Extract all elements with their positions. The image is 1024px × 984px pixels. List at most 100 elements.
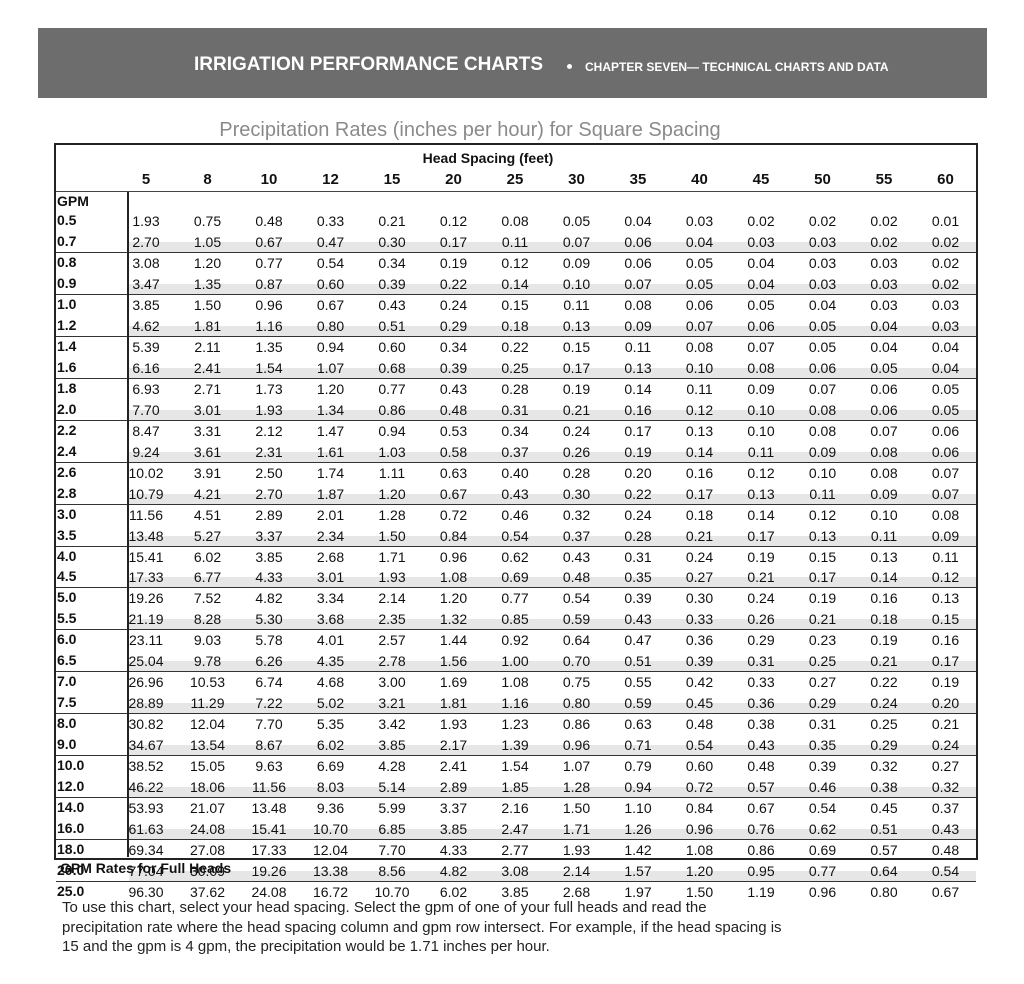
row-stripe	[129, 283, 976, 295]
rate-cell: 0.53	[439, 422, 468, 439]
rate-cell: 3.08	[132, 254, 160, 271]
gpm-label: 6.5	[57, 652, 77, 669]
rate-cell: 0.48	[747, 758, 775, 775]
rate-cell: 0.03	[685, 213, 714, 229]
rate-cell: 0.18	[501, 317, 529, 334]
rate-cell: 0.45	[685, 695, 714, 712]
rate-cell: 2.78	[378, 653, 406, 670]
rate-cell: 0.10	[747, 422, 775, 439]
rate-cell: 34.67	[128, 737, 164, 754]
rate-cell: 0.08	[808, 422, 837, 439]
rate-cell: 3.85	[501, 884, 529, 901]
rate-cell: 0.04	[931, 338, 960, 355]
gpm-label: 6.0	[57, 631, 77, 648]
rate-cell: 0.10	[808, 464, 837, 481]
rate-cell: 0.04	[747, 275, 775, 292]
rate-cell: 0.04	[685, 233, 714, 250]
gpm-label: 0.7	[57, 232, 77, 249]
rate-cell: 3.91	[193, 464, 222, 481]
rate-cell: 8.28	[193, 611, 222, 628]
header-chapter: CHAPTER SEVEN— TECHNICAL CHARTS AND DATA	[585, 60, 889, 74]
instruction-line: To use this chart, select your head spac…	[62, 899, 707, 916]
rate-cell: 0.87	[255, 275, 283, 292]
rate-cell: 6.93	[132, 380, 160, 397]
gpm-label: 2.8	[57, 484, 77, 501]
rate-cell: 0.17	[931, 653, 960, 670]
rate-cell: 1.35	[193, 275, 222, 292]
rate-cell: 0.77	[378, 380, 406, 397]
rate-cell: 0.39	[439, 359, 468, 376]
rate-cell: 2.89	[255, 506, 283, 523]
rate-cell: 0.05	[747, 296, 775, 313]
rate-cell: 0.02	[931, 254, 960, 271]
rate-cell: 0.31	[747, 653, 775, 670]
rate-cell: 3.68	[316, 611, 345, 628]
rate-cell: 3.37	[439, 800, 468, 817]
rate-cell: 0.37	[931, 800, 960, 817]
rate-cell: 2.11	[194, 338, 221, 355]
rate-cell: 0.54	[808, 800, 837, 817]
rate-cell: 0.06	[870, 401, 898, 418]
gpm-label: 9.0	[57, 736, 77, 753]
rate-cell: 0.27	[931, 758, 960, 775]
row-group-rule	[56, 671, 976, 673]
rate-cell: 19.26	[128, 590, 164, 607]
gpm-label: 14.0	[57, 799, 85, 816]
gpm-label: 12.0	[57, 778, 85, 795]
rate-cell: 5.14	[378, 779, 406, 796]
gpm-label: 16.0	[57, 820, 85, 837]
column-header: 12	[322, 171, 339, 188]
rate-cell: 0.43	[624, 611, 652, 628]
rate-cell: 1.08	[439, 569, 468, 586]
rate-cell: 0.25	[870, 716, 898, 733]
rate-cell: 0.32	[870, 758, 898, 775]
rate-cell: 0.29	[870, 737, 898, 754]
rate-cell: 0.75	[193, 213, 222, 229]
rate-cell: 0.03	[931, 317, 960, 334]
rate-cell: 5.27	[193, 527, 222, 544]
rate-cell: 2.17	[439, 737, 468, 754]
rate-cell: 6.85	[378, 821, 406, 838]
rate-cell: 12.04	[312, 842, 349, 859]
rate-cell: 0.96	[808, 884, 837, 901]
rate-cell: 0.27	[808, 674, 837, 691]
rate-cell: 17.33	[128, 569, 164, 586]
rate-cell: 30.82	[128, 716, 164, 733]
rate-cell: 0.54	[501, 527, 529, 544]
rate-cell: 0.32	[931, 779, 960, 796]
row-group-rule	[56, 545, 976, 547]
rate-cell: 69.34	[128, 842, 164, 859]
rate-cell: 2.14	[378, 590, 406, 607]
rate-cell: 0.17	[562, 359, 591, 376]
rate-cell: 0.07	[562, 233, 591, 250]
rate-cell: 9.03	[193, 632, 222, 649]
rate-cell: 0.09	[562, 254, 591, 271]
rate-cell: 0.05	[685, 254, 714, 271]
rate-cell: 10.02	[128, 464, 164, 481]
rate-cell: 0.11	[686, 380, 713, 397]
rate-cell: 0.22	[870, 674, 898, 691]
rate-cell: 0.02	[931, 275, 960, 292]
rate-cell: 15.05	[189, 758, 226, 775]
rate-cell: 2.41	[439, 758, 468, 775]
rate-cell: 0.05	[931, 401, 960, 418]
rate-cell: 0.11	[809, 485, 836, 502]
rate-cell: 0.05	[562, 213, 591, 229]
rate-cell: 0.19	[747, 548, 775, 565]
rate-cell: 0.33	[747, 674, 775, 691]
rate-cell: 7.70	[378, 842, 406, 859]
rate-cell: 15.41	[128, 548, 164, 565]
column-header: 35	[629, 171, 647, 188]
table	[54, 143, 978, 860]
rate-cell: 0.13	[808, 527, 837, 544]
gpm-label: 2.4	[57, 442, 77, 459]
rate-cell: 5.35	[316, 716, 345, 733]
rate-cell: 0.77	[808, 863, 837, 880]
rate-cell: 0.17	[685, 485, 714, 502]
rate-cell: 0.59	[562, 611, 591, 628]
rate-cell: 4.33	[255, 569, 283, 586]
rate-cell: 2.01	[316, 506, 345, 523]
rate-cell: 1.23	[501, 716, 529, 733]
rate-cell: 0.43	[747, 737, 775, 754]
rate-cell: 0.05	[931, 380, 960, 397]
